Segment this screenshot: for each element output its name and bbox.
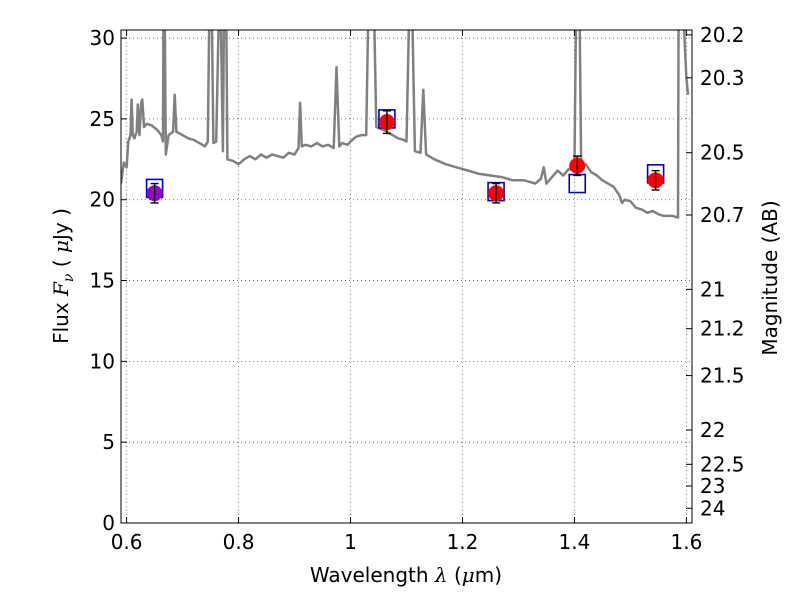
x-tick-label: 0.6: [111, 530, 143, 554]
mag-tick-label: 24: [700, 496, 725, 520]
y-tick-label: 15: [90, 269, 115, 293]
x-tick-label: 1: [344, 530, 357, 554]
y-axis-right-label: Magnitude (AB): [758, 200, 782, 355]
y-axis-label: Flux Fν ( μJy ): [49, 208, 77, 344]
y-tick-label: 10: [90, 349, 115, 373]
mag-tick-label: 20.3: [700, 66, 745, 90]
x-tick-label: 0.8: [223, 530, 255, 554]
mag-tick-label: 22: [700, 418, 725, 442]
y-tick-label: 5: [102, 430, 115, 454]
model-point: [568, 173, 587, 194]
observed-points-layer: [146, 110, 664, 204]
y-tick-label: 20: [90, 188, 115, 212]
x-tick-label: 1.6: [670, 530, 702, 554]
model-spectrum-layer: [121, 30, 690, 219]
mag-tick-label: 21: [700, 277, 725, 301]
y-tick-label: 25: [90, 107, 115, 131]
mag-tick-label: 20.5: [700, 141, 745, 165]
mag-tick-label: 21.2: [700, 317, 745, 341]
x-tick-label: 1.4: [559, 530, 591, 554]
model-spectrum-line: [121, 30, 690, 219]
mag-tick-label: 21.5: [700, 364, 745, 388]
plot-frame: [120, 29, 693, 524]
y-axis-left: 0 5 10 15 20 25 30: [90, 26, 127, 535]
x-axis-label: Wavelength λ (μm): [310, 563, 502, 587]
x-tick-label: 1.2: [447, 530, 479, 554]
mag-tick-label: 23: [700, 474, 725, 498]
y-tick-label: 0: [102, 511, 115, 535]
x-axis: 0.6 0.8 1 1.2 1.4 1.6: [111, 30, 702, 554]
mag-tick-label: 22.5: [700, 452, 745, 476]
mag-tick-label: 20.2: [700, 23, 745, 47]
mag-tick-label: 20.7: [700, 203, 745, 227]
y-tick-label: 30: [90, 26, 115, 50]
